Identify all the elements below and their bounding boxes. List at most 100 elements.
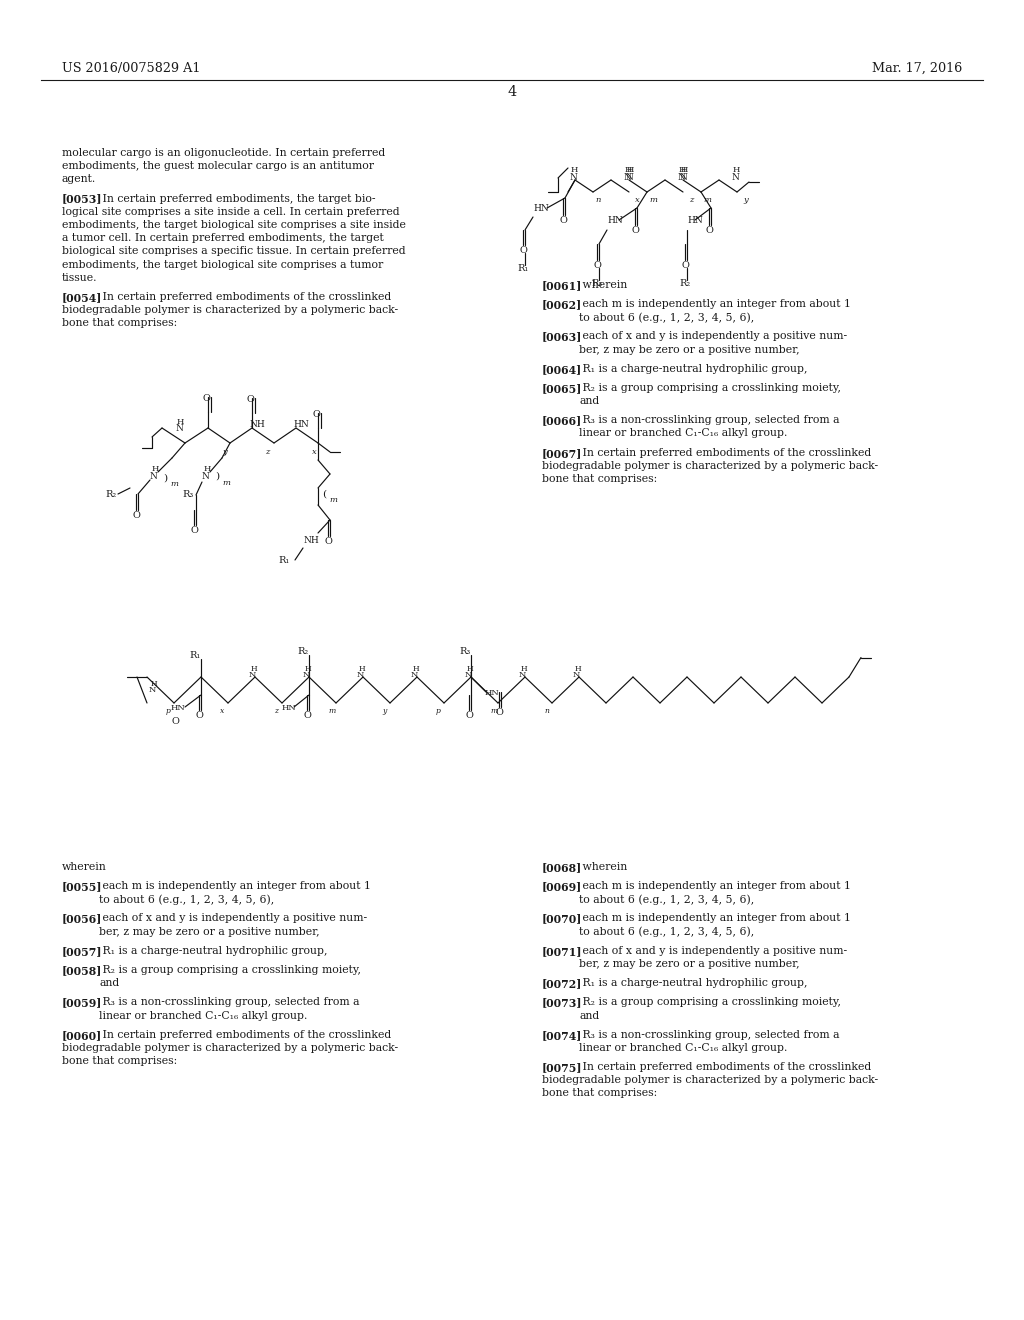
Text: bone that comprises:: bone that comprises: xyxy=(542,1089,657,1098)
Text: R₃ is a non-crosslinking group, selected from a: R₃ is a non-crosslinking group, selected… xyxy=(571,1030,840,1040)
Text: y: y xyxy=(222,447,226,455)
Text: R₃: R₃ xyxy=(459,647,470,656)
Text: NH: NH xyxy=(303,536,318,545)
Text: H: H xyxy=(413,665,420,673)
Text: O: O xyxy=(681,261,689,271)
Text: H: H xyxy=(575,665,582,673)
Text: linear or branched C₁-C₁₆ alkyl group.: linear or branched C₁-C₁₆ alkyl group. xyxy=(579,429,787,438)
Text: p: p xyxy=(436,708,441,715)
Text: O: O xyxy=(202,393,210,403)
Text: m: m xyxy=(328,708,335,715)
Text: [0053]: [0053] xyxy=(62,194,102,205)
Text: to about 6 (e.g., 1, 2, 3, 4, 5, 6),: to about 6 (e.g., 1, 2, 3, 4, 5, 6), xyxy=(579,895,755,906)
Text: N: N xyxy=(573,671,581,678)
Text: In certain preferred embodiments, the target bio-: In certain preferred embodiments, the ta… xyxy=(92,194,375,203)
Text: m: m xyxy=(222,479,230,487)
Text: z: z xyxy=(265,447,269,455)
Text: m: m xyxy=(703,195,711,205)
Text: H: H xyxy=(521,665,527,673)
Text: R₃ is a non-crosslinking group, selected from a: R₃ is a non-crosslinking group, selected… xyxy=(92,998,359,1007)
Text: N: N xyxy=(303,671,310,678)
Text: and: and xyxy=(99,978,119,989)
Text: O: O xyxy=(303,711,311,719)
Text: m: m xyxy=(490,708,498,715)
Text: ber, z may be zero or a positive number,: ber, z may be zero or a positive number, xyxy=(99,927,319,937)
Text: linear or branched C₁-C₁₆ alkyl group.: linear or branched C₁-C₁₆ alkyl group. xyxy=(579,1043,787,1053)
Text: H: H xyxy=(251,665,258,673)
Text: ber, z may be zero or a positive number,: ber, z may be zero or a positive number, xyxy=(579,960,800,969)
Text: US 2016/0075829 A1: US 2016/0075829 A1 xyxy=(62,62,201,75)
Text: biological site comprises a specific tissue. In certain preferred: biological site comprises a specific tis… xyxy=(62,247,406,256)
Text: z: z xyxy=(274,708,278,715)
Text: to about 6 (e.g., 1, 2, 3, 4, 5, 6),: to about 6 (e.g., 1, 2, 3, 4, 5, 6), xyxy=(99,895,274,906)
Text: [0054]: [0054] xyxy=(62,292,102,302)
Text: R₁: R₁ xyxy=(278,556,289,565)
Text: [0057]: [0057] xyxy=(62,946,102,957)
Text: p: p xyxy=(166,708,171,715)
Text: bone that comprises:: bone that comprises: xyxy=(62,1056,177,1067)
Text: HN: HN xyxy=(534,205,549,213)
Text: HN: HN xyxy=(171,704,185,711)
Text: N: N xyxy=(679,173,687,182)
Text: H: H xyxy=(151,680,158,688)
Text: m: m xyxy=(329,496,337,504)
Text: In certain preferred embodiments of the crosslinked: In certain preferred embodiments of the … xyxy=(92,292,391,302)
Text: HN: HN xyxy=(485,689,500,697)
Text: wherein: wherein xyxy=(62,862,106,873)
Text: [0065]: [0065] xyxy=(542,383,583,393)
Text: each m is independently an integer from about 1: each m is independently an integer from … xyxy=(571,913,851,924)
Text: agent.: agent. xyxy=(62,174,96,185)
Text: H: H xyxy=(681,166,688,174)
Text: H: H xyxy=(679,166,686,174)
Text: R₃: R₃ xyxy=(591,279,602,288)
Text: NH: NH xyxy=(249,420,265,429)
Text: H: H xyxy=(177,418,184,426)
Text: linear or branched C₁-C₁₆ alkyl group.: linear or branched C₁-C₁₆ alkyl group. xyxy=(99,1011,307,1020)
Text: N: N xyxy=(623,173,631,182)
Text: ): ) xyxy=(163,474,167,483)
Text: x: x xyxy=(220,708,224,715)
Text: HN: HN xyxy=(607,216,623,224)
Text: O: O xyxy=(495,708,503,717)
Text: R₁: R₁ xyxy=(517,264,528,273)
Text: O: O xyxy=(171,717,179,726)
Text: R₂ is a group comprising a crosslinking moiety,: R₂ is a group comprising a crosslinking … xyxy=(571,998,841,1007)
Text: [0059]: [0059] xyxy=(62,998,102,1008)
Text: each m is independently an integer from about 1: each m is independently an integer from … xyxy=(571,882,851,891)
Text: embodiments, the target biological site comprises a site inside: embodiments, the target biological site … xyxy=(62,220,406,230)
Text: each of x and y is independently a positive num-: each of x and y is independently a posit… xyxy=(571,946,847,956)
Text: each of x and y is independently a positive num-: each of x and y is independently a posit… xyxy=(571,331,847,342)
Text: n: n xyxy=(544,708,549,715)
Text: 4: 4 xyxy=(507,84,517,99)
Text: O: O xyxy=(593,261,601,271)
Text: each m is independently an integer from about 1: each m is independently an integer from … xyxy=(92,882,371,891)
Text: [0068]: [0068] xyxy=(542,862,583,873)
Text: a tumor cell. In certain preferred embodiments, the target: a tumor cell. In certain preferred embod… xyxy=(62,234,384,243)
Text: H: H xyxy=(204,465,211,473)
Text: H: H xyxy=(359,665,366,673)
Text: [0070]: [0070] xyxy=(542,913,583,924)
Text: O: O xyxy=(190,525,198,535)
Text: N: N xyxy=(249,671,256,678)
Text: [0067]: [0067] xyxy=(542,447,583,458)
Text: logical site comprises a site inside a cell. In certain preferred: logical site comprises a site inside a c… xyxy=(62,207,399,216)
Text: HN: HN xyxy=(282,704,297,711)
Text: [0075]: [0075] xyxy=(542,1063,583,1073)
Text: N: N xyxy=(465,671,472,678)
Text: N: N xyxy=(411,671,419,678)
Text: O: O xyxy=(312,411,319,418)
Text: n: n xyxy=(595,195,600,205)
Text: biodegradable polymer is characterized by a polymeric back-: biodegradable polymer is characterized b… xyxy=(62,305,398,315)
Text: H: H xyxy=(152,465,160,473)
Text: R₂: R₂ xyxy=(679,279,690,288)
Text: x: x xyxy=(312,447,316,455)
Text: N: N xyxy=(519,671,526,678)
Text: O: O xyxy=(132,511,140,520)
Text: [0066]: [0066] xyxy=(542,416,583,426)
Text: R₂ is a group comprising a crosslinking moiety,: R₂ is a group comprising a crosslinking … xyxy=(92,965,360,975)
Text: N: N xyxy=(150,473,158,480)
Text: N: N xyxy=(202,473,210,480)
Text: In certain preferred embodiments of the crosslinked: In certain preferred embodiments of the … xyxy=(92,1030,391,1040)
Text: [0072]: [0072] xyxy=(542,978,583,989)
Text: [0060]: [0060] xyxy=(62,1030,102,1040)
